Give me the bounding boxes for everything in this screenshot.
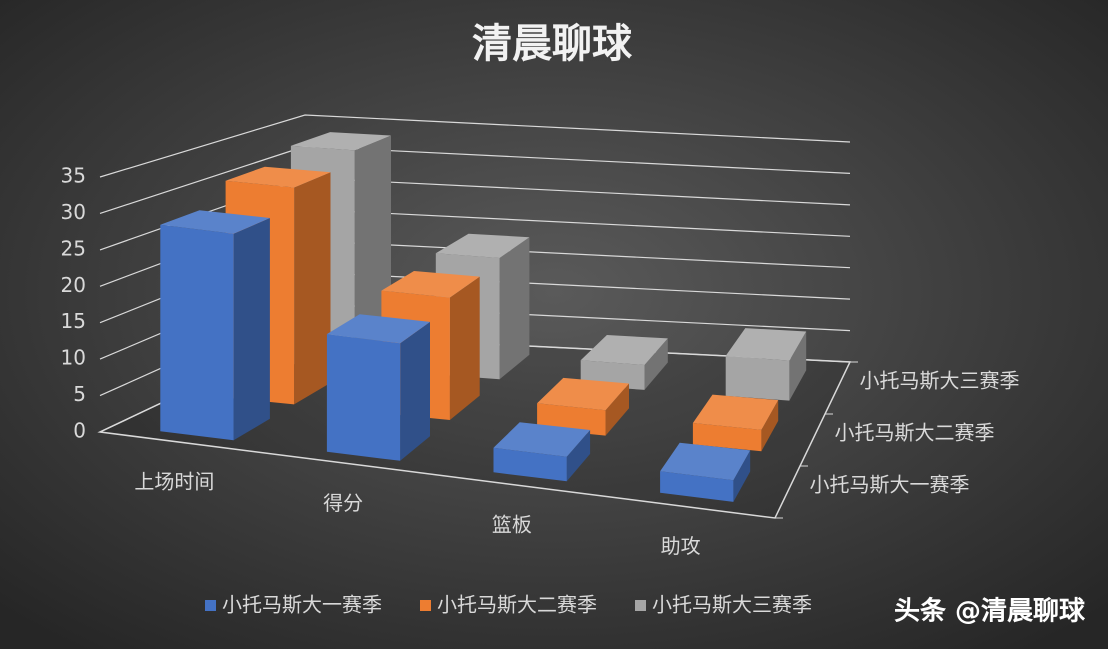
legend-swatch	[635, 600, 646, 611]
bar-side	[449, 276, 480, 420]
legend-label: 小托马斯大三赛季	[652, 593, 812, 617]
bar-side	[789, 331, 807, 401]
bar-top	[580, 335, 668, 365]
grid-line	[99, 114, 851, 178]
chart-title: 清晨聊球	[472, 21, 633, 67]
depth-label: 小托马斯大一赛季	[810, 473, 970, 497]
depth-label: 小托马斯大三赛季	[860, 369, 1020, 393]
bar-top	[435, 233, 530, 258]
x-tick-label: 上场时间	[134, 469, 214, 493]
bar-top	[660, 442, 751, 481]
bar-top	[225, 166, 331, 188]
bar-side	[499, 237, 530, 380]
y-tick-label: 25	[61, 236, 86, 260]
bar-front	[725, 355, 790, 401]
legend-swatch	[205, 600, 216, 611]
bar-top	[381, 271, 480, 298]
bar-side	[400, 321, 430, 461]
bar-front	[160, 224, 234, 441]
y-tick-label: 15	[61, 309, 86, 333]
legend-label: 小托马斯大一赛季	[222, 593, 382, 617]
bar-top	[160, 210, 270, 234]
bar-side	[233, 218, 270, 441]
bar-front	[326, 334, 401, 461]
depth-label: 小托马斯大二赛季	[835, 421, 995, 445]
bar-side	[566, 430, 591, 482]
y-tick-label: 30	[61, 200, 86, 224]
bar-top	[725, 328, 807, 361]
watermark: 头条 @清晨聊球	[894, 597, 1086, 627]
x-tick-label: 篮板	[492, 512, 532, 536]
y-tick-label: 20	[61, 273, 86, 297]
bar-top	[290, 132, 391, 151]
bar-side	[733, 450, 751, 502]
bar-front	[660, 471, 734, 502]
bar-side	[605, 383, 629, 436]
bar-top	[326, 314, 430, 344]
bar-top	[493, 422, 591, 457]
y-tick-label: 5	[73, 382, 86, 406]
x-tick-label: 助攻	[661, 534, 701, 558]
legend-swatch	[420, 600, 431, 611]
bar-side	[294, 172, 331, 405]
bar-front	[692, 423, 762, 452]
bar-side	[644, 338, 668, 390]
bar-side	[761, 400, 779, 452]
legend-label: 小托马斯大二赛季	[437, 593, 597, 617]
y-tick-label: 35	[61, 164, 86, 188]
bar-front	[493, 447, 567, 482]
bar-top	[537, 377, 629, 411]
bar-top	[692, 394, 779, 430]
y-tick-label: 10	[61, 346, 86, 370]
y-tick-label: 0	[73, 419, 86, 443]
x-tick-label: 得分	[323, 491, 363, 515]
